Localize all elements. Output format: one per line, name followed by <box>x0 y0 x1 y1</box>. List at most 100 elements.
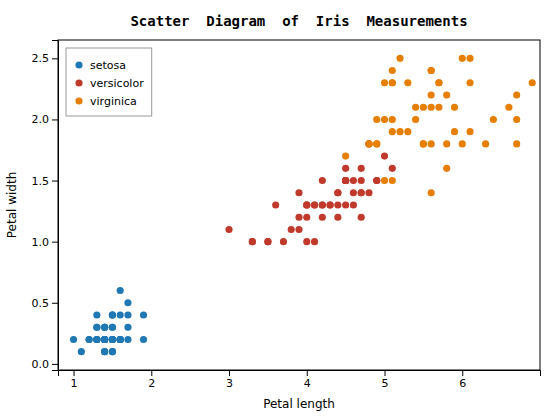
point <box>389 116 396 123</box>
point <box>93 336 100 343</box>
x-tick-mark <box>74 370 75 376</box>
point <box>303 238 310 245</box>
point <box>342 153 349 160</box>
point <box>342 165 349 172</box>
y-axis-title: Petal width <box>5 172 19 238</box>
point <box>420 140 427 147</box>
point <box>404 128 411 135</box>
point <box>505 104 512 111</box>
point <box>342 177 349 184</box>
point <box>319 214 326 221</box>
point <box>93 324 100 331</box>
y-tick-label: 0.0 <box>32 358 50 371</box>
point <box>334 189 341 196</box>
point <box>303 201 310 208</box>
y-tick-label: 1.0 <box>32 236 50 249</box>
point <box>428 104 435 111</box>
point <box>109 311 116 318</box>
point <box>373 140 380 147</box>
point <box>342 177 349 184</box>
point <box>109 336 116 343</box>
point <box>109 324 116 331</box>
point <box>101 336 108 343</box>
point <box>101 336 108 343</box>
point <box>342 201 349 208</box>
point <box>101 348 108 355</box>
point <box>117 336 124 343</box>
point <box>93 324 100 331</box>
point <box>396 55 403 62</box>
legend: setosaversicolorvirginica <box>66 48 152 116</box>
point <box>109 311 116 318</box>
plot-area: 1234560.00.51.01.52.02.5setosaversicolor… <box>32 40 541 390</box>
y-tick-mark <box>52 181 58 182</box>
point <box>109 336 116 343</box>
y-tick-mark <box>52 242 58 243</box>
x-tick-mark <box>229 370 230 376</box>
point <box>428 91 435 98</box>
point <box>311 238 318 245</box>
point <box>513 91 520 98</box>
point <box>342 177 349 184</box>
legend-item: setosa <box>75 59 126 72</box>
legend-item: virginica <box>75 95 136 108</box>
point <box>327 201 334 208</box>
point <box>327 201 334 208</box>
point <box>295 189 302 196</box>
y-tick-mark <box>52 58 58 59</box>
x-tick-label: 2 <box>148 377 155 390</box>
point <box>466 55 473 62</box>
point <box>288 226 295 233</box>
point <box>334 189 341 196</box>
point <box>124 299 131 306</box>
point <box>319 177 326 184</box>
point <box>319 201 326 208</box>
point <box>109 311 116 318</box>
x-axis-line <box>59 371 541 377</box>
point <box>350 189 357 196</box>
point <box>420 140 427 147</box>
point <box>311 201 318 208</box>
point <box>140 336 147 343</box>
point <box>109 348 116 355</box>
point <box>295 214 302 221</box>
point <box>412 116 419 123</box>
point <box>295 226 302 233</box>
y-tick-label: 2.0 <box>32 113 50 126</box>
y-tick: 1.0 <box>32 236 59 249</box>
point <box>389 177 396 184</box>
y-tick-label: 0.5 <box>32 297 50 310</box>
point <box>365 189 372 196</box>
legend-label: setosa <box>90 59 126 72</box>
point <box>358 165 365 172</box>
x-axis: 123456 <box>59 370 541 390</box>
series <box>342 55 536 197</box>
x-axis-title: Petal length <box>263 397 335 411</box>
point <box>117 336 124 343</box>
point <box>78 348 85 355</box>
x-tick-mark <box>307 370 308 376</box>
plot-frame <box>58 40 540 370</box>
point <box>389 79 396 86</box>
point <box>101 336 108 343</box>
point <box>358 189 365 196</box>
x-tick-label: 3 <box>226 377 233 390</box>
point <box>443 165 450 172</box>
point <box>373 177 380 184</box>
point <box>381 153 388 160</box>
y-tick: 0.5 <box>32 297 59 310</box>
point <box>303 214 310 221</box>
point <box>101 348 108 355</box>
y-tick: 2.0 <box>32 113 59 126</box>
x-tick-label: 5 <box>382 377 389 390</box>
y-tick-mark <box>52 119 58 120</box>
point <box>124 324 131 331</box>
point <box>358 189 365 196</box>
point <box>459 55 466 62</box>
point <box>428 140 435 147</box>
point <box>93 336 100 343</box>
point <box>350 201 357 208</box>
point <box>435 79 442 86</box>
point <box>459 140 466 147</box>
point <box>365 140 372 147</box>
